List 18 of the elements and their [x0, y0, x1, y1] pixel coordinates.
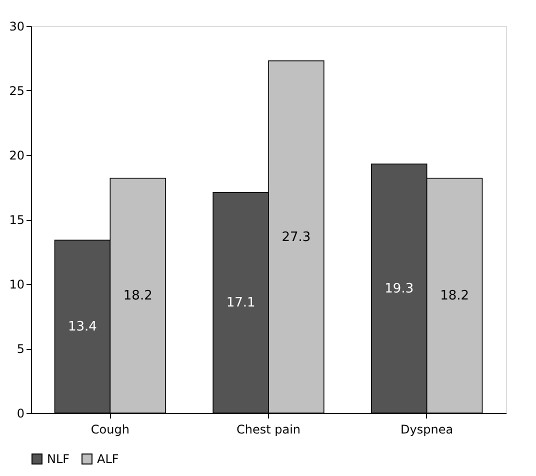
x-tick-label: Chest pain: [236, 422, 301, 436]
data-label: 27.3: [282, 230, 311, 245]
x-tick-label: Dyspnea: [400, 422, 454, 436]
y-tick-label: 5: [16, 342, 24, 356]
y-tick-label: 10: [9, 278, 24, 292]
legend-label: NLF: [47, 452, 70, 466]
y-tick-label: 20: [9, 148, 24, 162]
data-label: 18.2: [440, 288, 470, 304]
y-tick-label: 0: [16, 406, 24, 420]
y-tick-label: 15: [9, 213, 24, 227]
data-label: 13.4: [68, 320, 97, 335]
data-label: 18.2: [123, 288, 152, 304]
legend-label: ALF: [97, 452, 119, 466]
data-label: 19.3: [384, 282, 414, 297]
y-tick-label: 30: [9, 20, 24, 34]
y-tick-label: 25: [9, 84, 24, 98]
x-tick-label: Cough: [90, 422, 130, 436]
data-label: 17.1: [226, 296, 256, 311]
